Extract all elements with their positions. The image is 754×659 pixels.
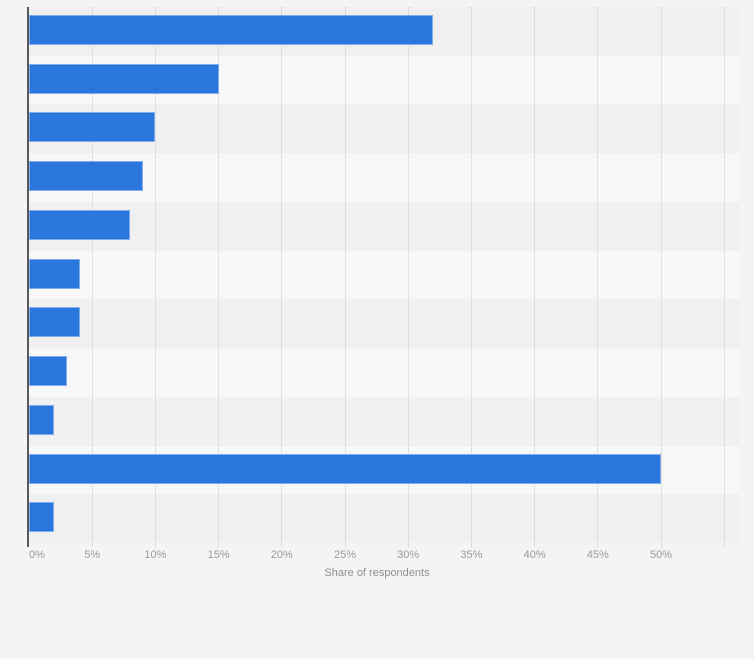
bar[interactable] — [29, 209, 131, 240]
row-stripe — [29, 153, 739, 202]
x-tick-label: 15% — [207, 549, 230, 561]
gridline — [407, 7, 409, 547]
bar[interactable] — [29, 453, 661, 484]
gridline — [281, 7, 283, 547]
gridline — [218, 7, 220, 547]
bar[interactable] — [29, 356, 67, 387]
row-stripe — [29, 201, 739, 251]
x-tick-label: 20% — [270, 549, 293, 561]
bar[interactable] — [29, 112, 156, 143]
gridline — [723, 7, 725, 547]
x-tick-label: 30% — [397, 549, 420, 561]
gridline — [154, 7, 156, 547]
row-stripe — [29, 494, 739, 543]
row-stripe — [29, 396, 739, 446]
bar[interactable] — [29, 258, 80, 289]
bar[interactable] — [29, 307, 80, 338]
gridline — [534, 7, 536, 547]
row-stripe — [29, 250, 739, 300]
y-axis-line — [27, 7, 29, 547]
x-tick-label: 5% — [84, 549, 101, 561]
gridline — [660, 7, 662, 547]
row-stripe — [29, 348, 739, 397]
bar[interactable] — [29, 15, 434, 45]
bar[interactable] — [29, 161, 143, 192]
bar[interactable] — [29, 63, 219, 94]
bar[interactable] — [29, 502, 55, 533]
gridline — [344, 7, 346, 547]
gridline — [597, 7, 599, 547]
x-tick-label: 35% — [460, 549, 483, 561]
row-stripe — [29, 299, 739, 349]
x-tick-label: 25% — [333, 549, 357, 561]
x-tick-label: 0% — [29, 549, 45, 561]
x-tick-label: 50% — [649, 549, 673, 561]
gridline — [470, 7, 472, 547]
x-tick-label: 40% — [523, 549, 546, 561]
bar[interactable] — [29, 404, 55, 435]
plot-area — [27, 7, 739, 547]
x-tick-label: 10% — [144, 549, 167, 561]
x-tick-label: 45% — [586, 549, 609, 561]
x-axis-title: Share of respondents — [324, 567, 430, 579]
gridline — [91, 7, 93, 547]
